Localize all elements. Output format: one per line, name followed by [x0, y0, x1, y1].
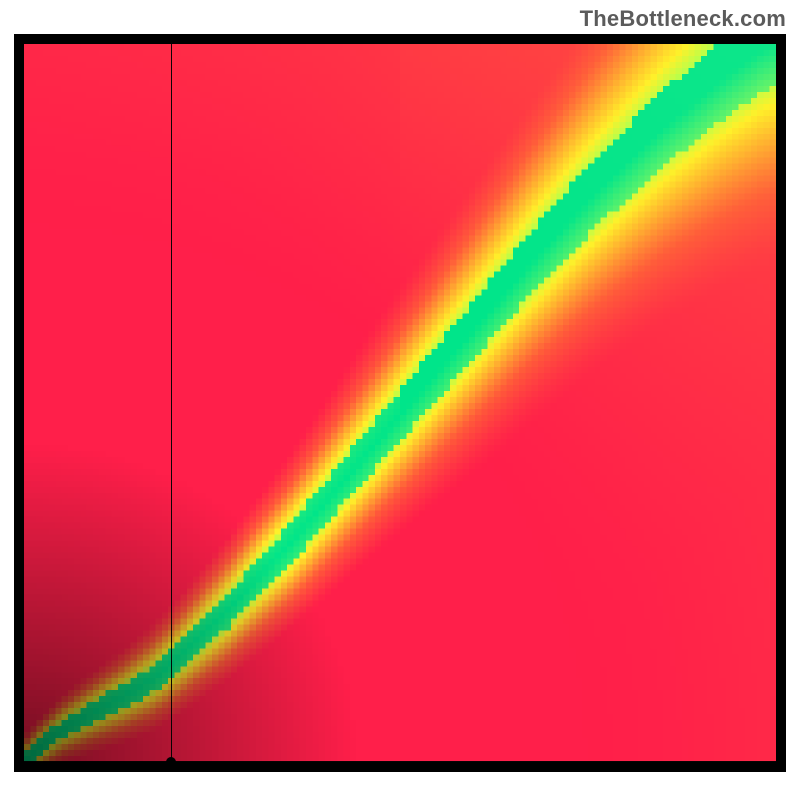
plot-area: [24, 44, 776, 762]
heatmap-canvas: [24, 44, 776, 762]
chart-container: { "watermark": "TheBottleneck.com", "fra…: [0, 0, 800, 800]
watermark-text: TheBottleneck.com: [580, 6, 786, 32]
crosshair-horizontal: [24, 761, 776, 762]
plot-frame: [14, 34, 786, 772]
crosshair-vertical: [171, 44, 172, 762]
crosshair-marker: [166, 757, 176, 767]
